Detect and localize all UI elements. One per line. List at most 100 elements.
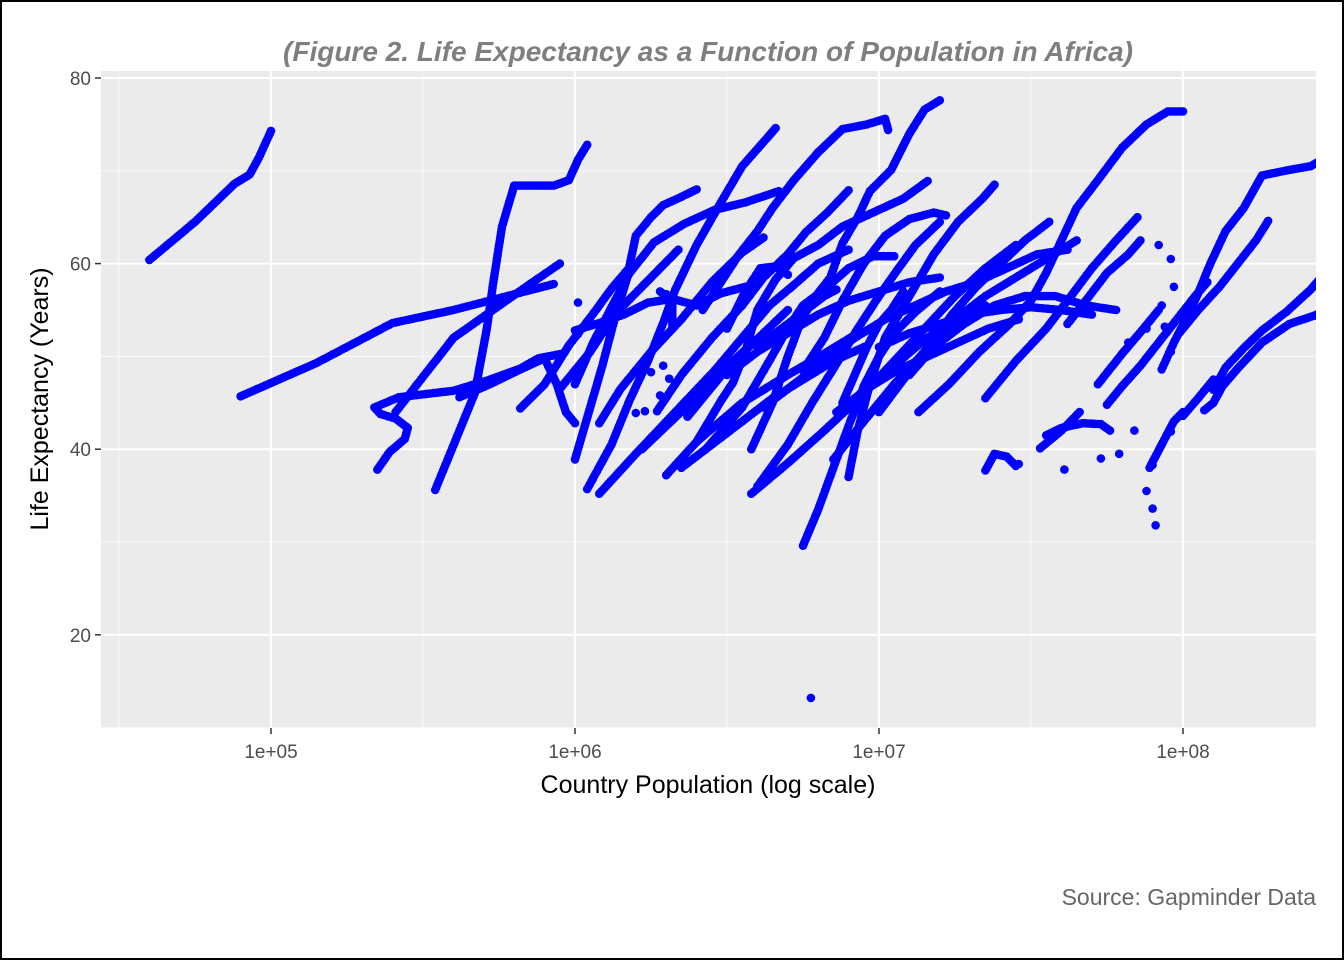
data-point bbox=[1332, 255, 1341, 264]
data-point bbox=[1014, 315, 1024, 324]
data-point bbox=[1325, 264, 1334, 273]
data-point bbox=[674, 405, 683, 415]
data-point bbox=[1154, 240, 1163, 250]
data-point bbox=[1322, 153, 1331, 162]
data-point bbox=[1340, 305, 1344, 314]
data-point bbox=[631, 408, 641, 418]
data-point bbox=[1339, 247, 1344, 256]
x-tick-label: 1e+07 bbox=[852, 742, 905, 763]
data-point bbox=[1317, 273, 1326, 282]
x-tick-label: 1e+06 bbox=[548, 742, 601, 763]
data-point bbox=[1087, 310, 1097, 319]
y-tick-label: 20 bbox=[70, 626, 91, 647]
data-point bbox=[1318, 309, 1327, 318]
y-tick-label: 80 bbox=[70, 69, 91, 90]
data-point bbox=[661, 289, 671, 299]
data-point bbox=[844, 245, 853, 254]
source-caption: Source: Gapminder Data bbox=[1062, 884, 1317, 910]
y-tick-label: 40 bbox=[70, 440, 91, 461]
x-tick-label: 1e+05 bbox=[244, 742, 297, 763]
data-point bbox=[1334, 253, 1343, 262]
data-point bbox=[573, 298, 583, 307]
data-point bbox=[1060, 465, 1069, 474]
data-point bbox=[646, 367, 656, 377]
data-point bbox=[899, 287, 908, 296]
data-point bbox=[1096, 454, 1106, 463]
data-point bbox=[1332, 306, 1341, 315]
data-point bbox=[1148, 504, 1157, 513]
data-point bbox=[1178, 407, 1188, 417]
y-axis-title: Life Expectancy (Years) bbox=[26, 267, 54, 530]
y-axis: 20 40 60 80 bbox=[70, 69, 101, 647]
data-point bbox=[1114, 449, 1124, 459]
data-point bbox=[664, 374, 674, 384]
data-point bbox=[935, 96, 945, 105]
data-point bbox=[935, 273, 945, 282]
data-point bbox=[1329, 307, 1338, 316]
data-point bbox=[1263, 216, 1273, 226]
data-point bbox=[1314, 158, 1316, 166]
data-point bbox=[266, 126, 276, 136]
data-point bbox=[783, 270, 793, 280]
data-point bbox=[1044, 217, 1054, 227]
data-point bbox=[582, 140, 592, 150]
data-point bbox=[1315, 276, 1316, 281]
data-point bbox=[1063, 245, 1072, 254]
data-point bbox=[1124, 338, 1133, 347]
data-point bbox=[1338, 305, 1344, 314]
data-point bbox=[549, 279, 558, 289]
data-point bbox=[1178, 107, 1188, 116]
data-point bbox=[883, 125, 893, 135]
data-point bbox=[1315, 311, 1316, 316]
y-tick-label: 60 bbox=[70, 255, 91, 276]
data-point bbox=[1326, 262, 1335, 271]
data-point bbox=[1105, 426, 1115, 435]
data-point bbox=[1328, 260, 1337, 269]
plot-panel bbox=[101, 71, 1316, 728]
data-point bbox=[668, 320, 677, 330]
data-point bbox=[1166, 254, 1176, 264]
data-point bbox=[1319, 155, 1328, 164]
data-point bbox=[1166, 347, 1176, 357]
data-point bbox=[1330, 258, 1339, 267]
x-axis-title: Country Population (log scale) bbox=[541, 771, 876, 799]
data-point bbox=[832, 285, 841, 294]
data-point bbox=[889, 251, 899, 261]
data-point bbox=[1311, 278, 1316, 288]
data-point bbox=[1111, 305, 1121, 315]
data-point bbox=[1323, 266, 1332, 275]
data-point bbox=[771, 123, 780, 133]
data-points bbox=[145, 96, 1344, 703]
data-point bbox=[692, 185, 701, 194]
x-tick-label: 1e+08 bbox=[1156, 742, 1209, 763]
data-point bbox=[1142, 486, 1151, 496]
data-point bbox=[655, 391, 665, 400]
data-point bbox=[658, 361, 668, 371]
chart-title: (Figure 2. Life Expectancy as a Function… bbox=[283, 36, 1133, 67]
data-point bbox=[1336, 251, 1344, 260]
data-point bbox=[573, 329, 583, 339]
data-point bbox=[740, 282, 750, 292]
data-point bbox=[1130, 426, 1139, 435]
data-point bbox=[783, 305, 793, 315]
data-point bbox=[555, 259, 565, 268]
data-point bbox=[923, 176, 932, 186]
data-point bbox=[744, 342, 753, 352]
data-point bbox=[1151, 521, 1160, 530]
data-point bbox=[1327, 307, 1336, 316]
data-point bbox=[1136, 236, 1145, 245]
data-point bbox=[1335, 306, 1344, 315]
data-point bbox=[1337, 249, 1344, 258]
grid-major bbox=[101, 71, 1316, 728]
data-point bbox=[759, 233, 768, 242]
data-point bbox=[1313, 277, 1316, 285]
data-point bbox=[640, 406, 650, 416]
data-point bbox=[1312, 310, 1316, 319]
data-point bbox=[935, 217, 945, 227]
data-point bbox=[570, 418, 580, 428]
data-point bbox=[1014, 459, 1024, 469]
data-point bbox=[1133, 212, 1142, 222]
data-point bbox=[1325, 152, 1334, 161]
data-point bbox=[1321, 308, 1330, 317]
